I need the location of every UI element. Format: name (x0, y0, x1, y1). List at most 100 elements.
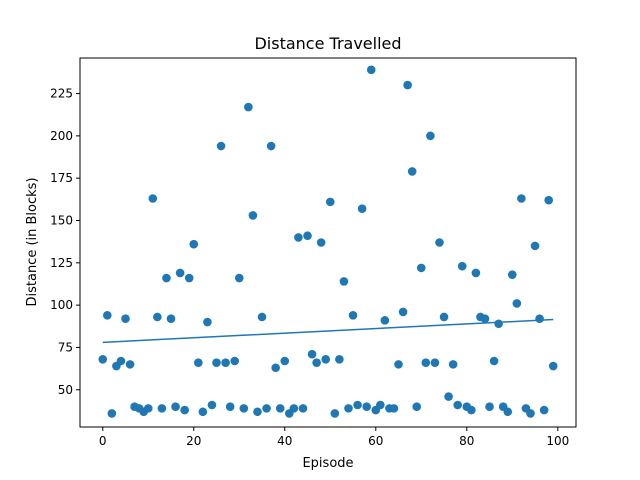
scatter-point (389, 404, 399, 413)
scatter-point (530, 241, 540, 251)
scatter-point (444, 392, 453, 401)
scatter-point (212, 358, 221, 367)
y-tick-label: 50 (58, 383, 73, 397)
scatter-point (353, 400, 362, 410)
scatter-point (216, 141, 226, 151)
scatter-point (366, 65, 376, 75)
scatter-point (207, 400, 217, 410)
scatter-point (407, 167, 417, 176)
scatter-point (294, 233, 303, 242)
scatter-point (398, 307, 408, 317)
y-tick-label: 175 (50, 171, 73, 185)
scatter-point (403, 80, 412, 90)
chart-title: Distance Travelled (254, 34, 401, 53)
x-tick-label: 100 (546, 434, 569, 448)
scatter-point (548, 361, 558, 371)
scatter-point (435, 238, 444, 247)
y-tick-label: 225 (50, 87, 73, 101)
scatter-point (517, 194, 526, 203)
x-axis: 0 20 40 60 80 100 (99, 427, 569, 448)
scatter-point (244, 102, 253, 112)
x-tick-label: 0 (99, 434, 107, 448)
scatter-point (198, 407, 208, 417)
scatter-point (153, 312, 162, 322)
scatter-point (275, 404, 285, 413)
scatter-point (539, 405, 549, 415)
scatter-point (125, 360, 135, 369)
scatter-point (348, 310, 358, 320)
scatter-point (485, 402, 494, 411)
scatter-point (394, 360, 403, 369)
y-tick-label: 200 (50, 129, 73, 143)
scatter-point (98, 354, 108, 364)
scatter-point (503, 407, 513, 417)
scatter-point (316, 238, 326, 247)
scatter-point (362, 402, 371, 411)
scatter-point (143, 404, 153, 413)
plot-area (79, 57, 577, 428)
scatter-point (171, 402, 180, 411)
scatter-point (157, 404, 167, 413)
scatter-point (180, 405, 189, 415)
scatter-point (489, 356, 499, 366)
data-marks (98, 65, 558, 418)
x-axis-label: Episode (302, 456, 353, 471)
scatter-point (121, 314, 130, 323)
scatter-point (416, 263, 426, 273)
scatter-point (239, 404, 249, 413)
scatter-point (298, 404, 308, 413)
scatter-point (162, 273, 171, 283)
scatter-point (257, 312, 267, 322)
scatter-point (103, 310, 112, 320)
y-tick-label: 75 (58, 340, 73, 354)
axes-frame (79, 57, 577, 428)
scatter-point (471, 268, 481, 278)
scatter-point (344, 404, 353, 413)
x-tick-label: 40 (277, 434, 292, 448)
scatter-point (262, 404, 271, 413)
scatter-point (253, 407, 262, 417)
scatter-point (448, 360, 458, 369)
scatter-point (184, 273, 194, 283)
scatter-point (426, 131, 435, 141)
scatter-point (189, 239, 199, 249)
x-tick-label: 60 (368, 434, 383, 448)
scatter-point (339, 277, 349, 286)
y-tick-label: 125 (50, 256, 73, 270)
scatter-point (526, 409, 535, 418)
scatter-point (194, 358, 203, 367)
scatter-point (234, 273, 244, 283)
scatter-point (175, 268, 185, 278)
scatter-point (116, 356, 126, 366)
y-tick-label: 100 (50, 298, 73, 312)
scatter-point (357, 204, 367, 213)
scatter-point (166, 314, 176, 323)
scatter-point (321, 354, 331, 364)
scatter-point (507, 270, 517, 279)
scatter-point (266, 141, 276, 151)
scatter-point (248, 211, 258, 220)
scatter-point (148, 194, 158, 203)
scatter-point (457, 261, 467, 271)
scatter-point (439, 312, 449, 322)
x-tick-label: 80 (459, 434, 474, 448)
scatter-point (480, 314, 490, 323)
x-tick-label: 20 (186, 434, 201, 448)
scatter-point (225, 402, 235, 411)
scatter-point (289, 404, 299, 413)
scatter-point (335, 354, 344, 364)
scatter-point (430, 358, 440, 367)
scatter-point (303, 231, 312, 241)
y-tick-label: 150 (50, 213, 73, 227)
scatter-point (467, 405, 476, 415)
trend-line (102, 318, 554, 344)
scatter-point (512, 299, 522, 308)
scatter-point (376, 400, 385, 410)
scatter-point (453, 400, 462, 410)
scatter-point (412, 402, 422, 411)
scatter-point (330, 409, 340, 418)
scatter-point (203, 317, 212, 327)
scatter-point (380, 316, 390, 325)
y-axis: 50 75 100 125 150 175 200 225 (50, 87, 80, 397)
